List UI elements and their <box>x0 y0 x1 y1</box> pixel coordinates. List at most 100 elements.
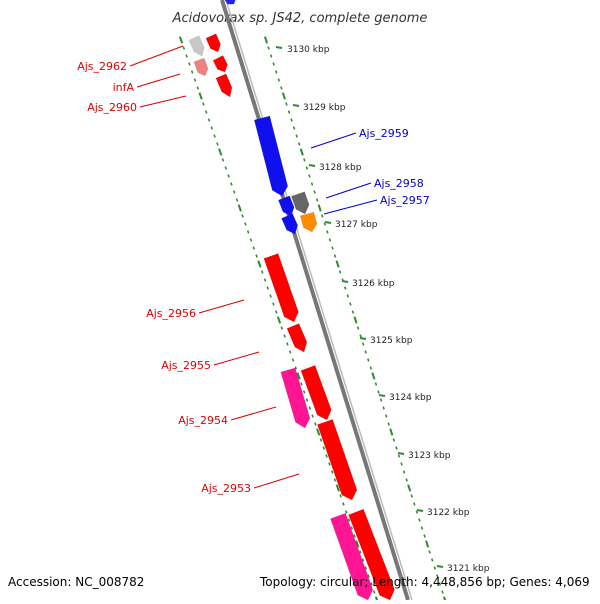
backbone-shadow <box>225 0 413 601</box>
left-rail-tick <box>210 126 214 130</box>
kbp-major-tick <box>292 104 300 107</box>
left-rail-tick <box>364 566 368 570</box>
tick-layer <box>178 36 448 604</box>
right-rail-tick <box>397 454 401 458</box>
gene-leader-line <box>136 73 181 88</box>
right-rail-tick <box>384 414 388 418</box>
left-rail-tick <box>372 590 376 594</box>
left-rail-tick <box>311 414 314 418</box>
left-rail-tick <box>204 110 208 114</box>
left-rail-tick <box>269 294 272 298</box>
gene-ajs-2959 <box>253 115 289 197</box>
left-rail-tick <box>314 422 317 426</box>
kbp-label: 3127 kbp <box>335 220 378 230</box>
right-rail-tick <box>364 350 367 354</box>
gene-label: Ajs_2954 <box>178 414 228 427</box>
kbp-label: 3121 kbp <box>447 564 490 574</box>
kbp-major-tick <box>397 452 405 455</box>
left-rail-tick <box>333 478 337 482</box>
gene-ajs-2956 <box>263 253 299 323</box>
gene-top-partial <box>224 0 236 5</box>
right-rail-tick <box>438 582 442 586</box>
right-rail-tick <box>351 310 355 314</box>
right-rail-tick <box>392 438 396 442</box>
right-rail-tick <box>344 286 347 290</box>
right-rail-tick <box>353 316 358 324</box>
gene-label: Ajs_2955 <box>161 359 211 372</box>
right-rail-tick <box>290 118 293 122</box>
left-rail-tick <box>188 62 191 66</box>
right-rail-tick <box>298 142 301 146</box>
kbp-label: 3125 kbp <box>370 336 413 346</box>
left-rail-tick <box>361 558 365 562</box>
left-rail-tick <box>202 102 205 106</box>
right-rail-tick <box>371 372 376 380</box>
left-rail-tick <box>339 494 342 498</box>
right-rail-tick <box>331 246 334 250</box>
left-rail-tick <box>198 92 203 100</box>
right-rail-tick <box>395 446 398 450</box>
right-rail-tick <box>367 358 370 362</box>
right-rail-tick <box>346 294 350 298</box>
left-rail-tick <box>296 372 301 380</box>
gene-label: Ajs_2958 <box>374 177 424 190</box>
right-rail-tick <box>430 558 434 562</box>
gene-blue-c <box>281 213 298 235</box>
kbp-major-tick <box>416 509 424 512</box>
left-rail-tick <box>280 326 284 330</box>
gene-layer <box>188 0 395 601</box>
genome-summary-text: Topology: circular; Length: 4,448,856 bp… <box>260 575 590 589</box>
gene-label: Ajs_2956 <box>146 307 196 320</box>
right-rail-tick <box>433 566 436 570</box>
left-rail-tick <box>221 158 225 162</box>
left-rail-tick <box>196 86 200 90</box>
right-rail-tick <box>317 204 322 212</box>
right-rail-tick <box>272 62 275 66</box>
gene-leader-line <box>213 351 260 366</box>
gene-leader-line <box>139 95 187 108</box>
right-rail-tick <box>321 214 324 218</box>
right-rail-tick <box>295 134 298 138</box>
gene-red-a <box>205 33 221 53</box>
kbp-major-tick <box>378 394 386 397</box>
right-rail-tick <box>326 230 329 234</box>
right-rail-tick <box>425 540 430 548</box>
kbp-major-tick <box>359 337 367 340</box>
left-rail-tick <box>335 484 340 492</box>
right-rail-tick <box>402 470 406 474</box>
gene-label: Ajs_2960 <box>87 101 137 114</box>
gene-ajs-2955 <box>280 367 311 429</box>
gene-ajs-2954 <box>300 365 332 421</box>
right-rail-tick <box>361 342 365 346</box>
left-rail-tick <box>241 214 244 218</box>
left-rail-tick <box>330 470 334 474</box>
left-rail-tick <box>227 174 230 178</box>
left-rail-tick <box>316 428 321 436</box>
kbp-label: 3130 kbp <box>287 45 330 55</box>
gene-ajs-2953 <box>317 419 358 501</box>
right-rail-tick <box>308 174 311 178</box>
left-rail-tick <box>216 142 219 146</box>
right-rail-tick <box>299 148 304 156</box>
right-rail-tick <box>305 166 309 170</box>
gene-ajs-2958 <box>291 191 310 215</box>
right-rail-tick <box>379 398 383 402</box>
gene-leader-line <box>253 473 300 489</box>
right-rail-tick <box>285 102 288 106</box>
left-rail-tick <box>274 310 278 314</box>
left-rail-tick <box>319 438 323 442</box>
left-rail-tick <box>230 182 233 186</box>
right-rail-tick <box>323 222 327 226</box>
label-layer: 3130 kbp 3129 kbp 3128 kbp 3127 kbp 3126 kbp… <box>77 45 490 574</box>
gene-label: Ajs_2959 <box>359 127 409 140</box>
right-rail-tick <box>369 366 373 370</box>
gene-ajs-2960 <box>215 73 233 98</box>
left-rail-tick <box>263 278 267 282</box>
left-rail-tick <box>322 446 326 450</box>
left-rail-tick <box>255 254 258 258</box>
gene-label: infA <box>113 81 135 94</box>
left-rail-tick <box>178 36 184 44</box>
left-rail-tick <box>350 526 354 530</box>
gene-leader-line <box>325 182 372 199</box>
